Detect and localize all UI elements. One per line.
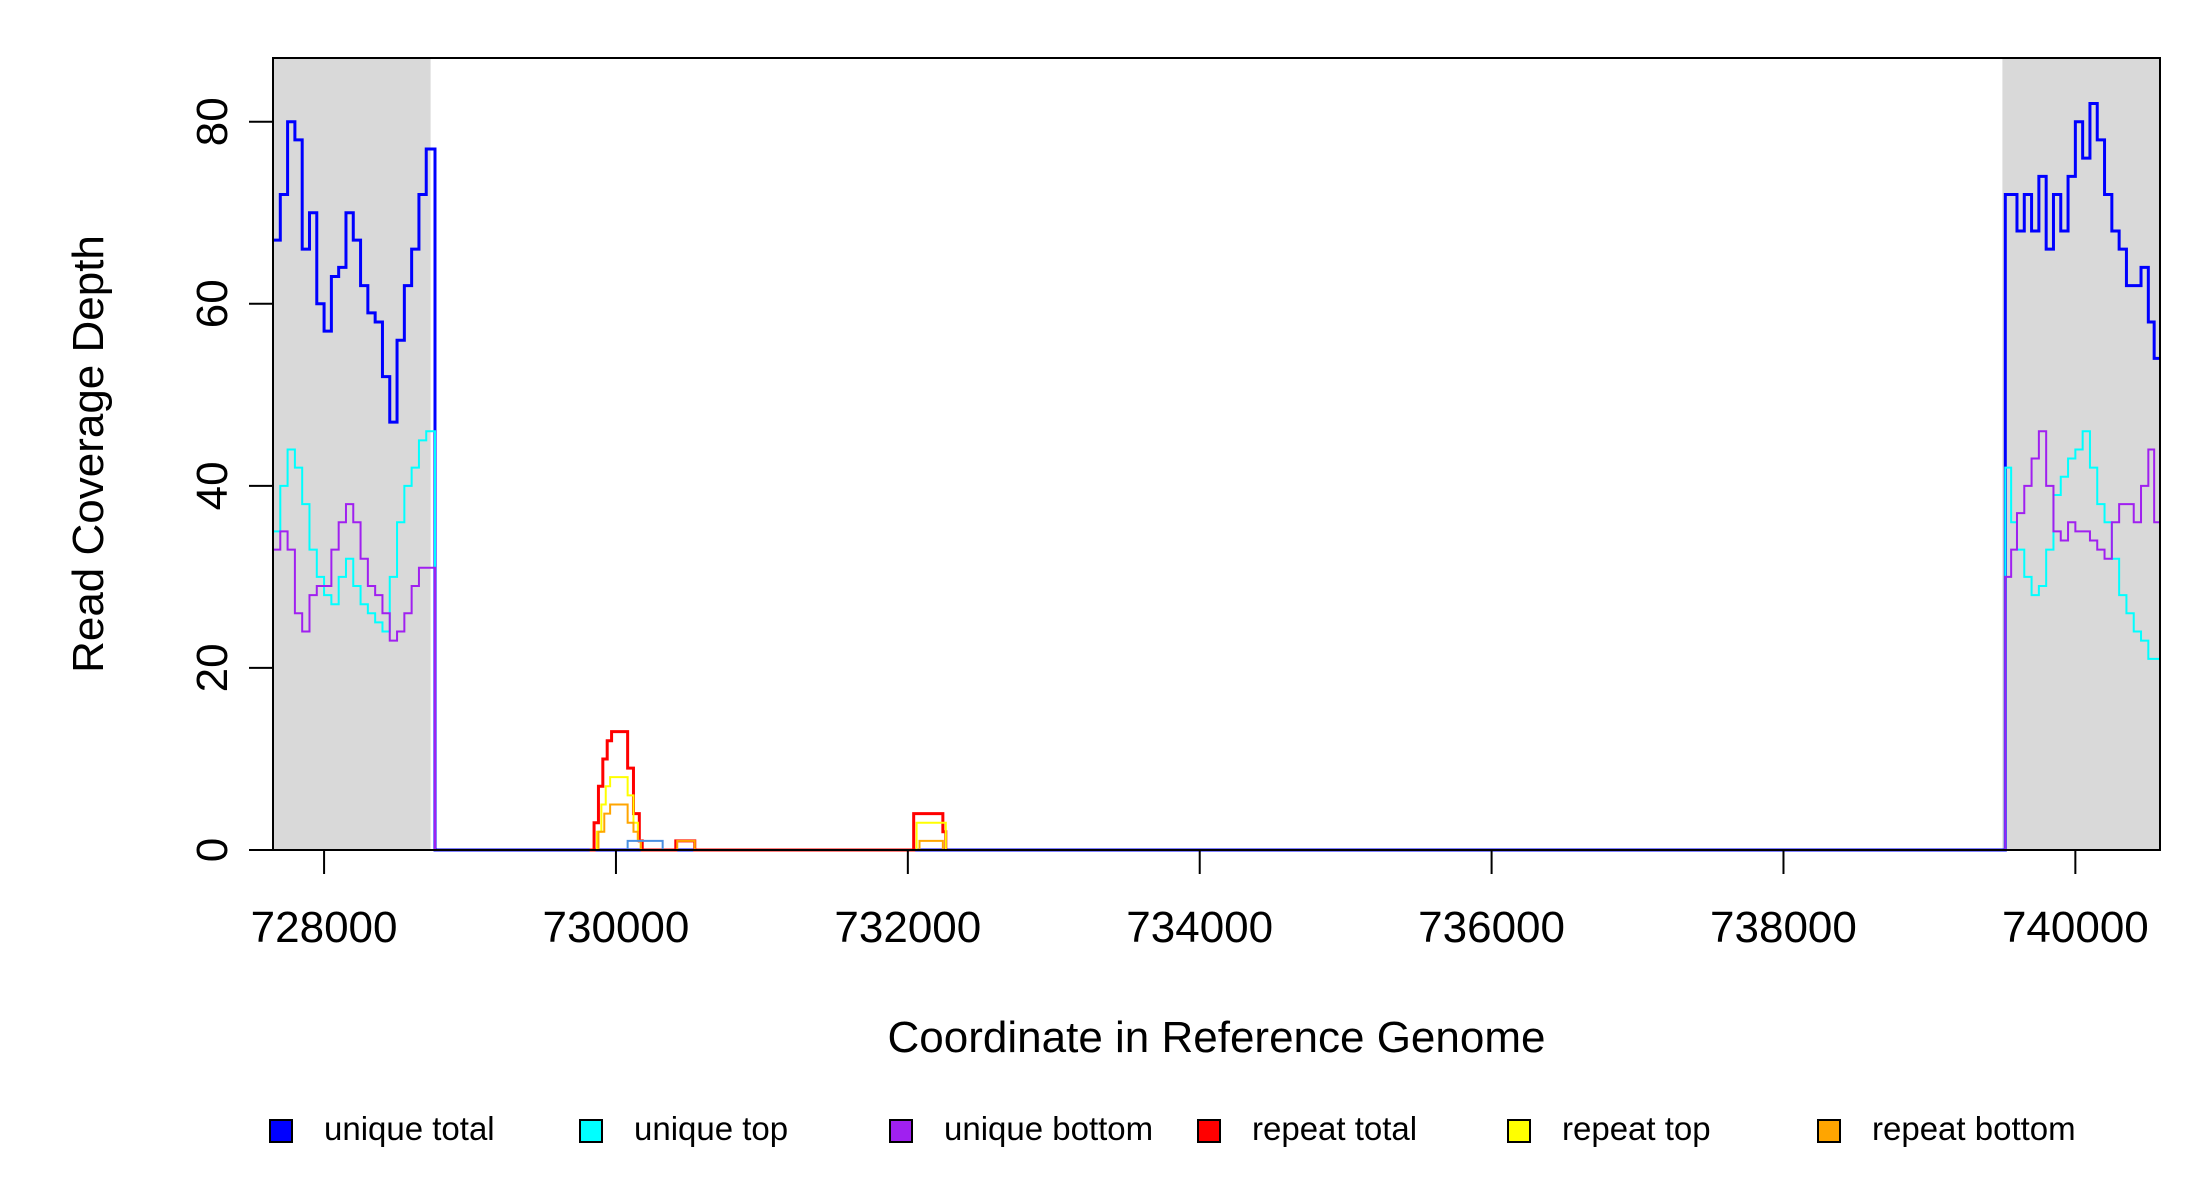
series-layer xyxy=(273,102,2160,852)
x-tick-label: 740000 xyxy=(2002,903,2149,952)
series-line-repeat-total xyxy=(589,730,948,852)
x-tick-label: 728000 xyxy=(251,903,398,952)
legend-swatch xyxy=(889,1119,913,1143)
shaded-region-1 xyxy=(2002,58,2160,850)
legend-label: unique top xyxy=(634,1110,788,1147)
legend-label: unique total xyxy=(324,1110,495,1147)
legend-swatch xyxy=(269,1119,293,1143)
x-tick-label: 732000 xyxy=(834,903,981,952)
series-line-repeat-top xyxy=(592,776,947,851)
x-tick-label: 738000 xyxy=(1710,903,1857,952)
legend-swatch xyxy=(1817,1119,1841,1143)
y-tick-label: 20 xyxy=(188,643,237,692)
x-tick-label: 734000 xyxy=(1126,903,1273,952)
y-axis-title: Read Coverage Depth xyxy=(64,235,113,673)
series-line-unique-top xyxy=(273,430,2160,851)
legend-label: repeat bottom xyxy=(1872,1110,2076,1147)
x-axis: 728000 730000 732000 734000 736000 738000 7400… xyxy=(251,850,2149,952)
shaded-regions xyxy=(273,58,2160,850)
y-tick-label: 80 xyxy=(188,97,237,146)
legend-swatch xyxy=(1197,1119,1221,1143)
series-line-unique-bottom xyxy=(273,430,2160,851)
legend: unique total unique top unique bottom repea… xyxy=(269,1110,2076,1147)
y-tick-label: 60 xyxy=(188,279,237,328)
x-axis-title: Coordinate in Reference Genome xyxy=(888,1013,1546,1062)
y-tick-label: 40 xyxy=(188,461,237,510)
x-tick-label: 730000 xyxy=(543,903,690,952)
series-line-repeat-bottom xyxy=(594,803,944,851)
series-line-unique-total xyxy=(273,102,2160,852)
legend-label: unique bottom xyxy=(944,1110,1153,1147)
legend-swatch xyxy=(1507,1119,1531,1143)
x-tick-label: 736000 xyxy=(1418,903,1565,952)
shaded-region-0 xyxy=(273,58,431,850)
plot-frame xyxy=(272,57,2161,851)
legend-swatch xyxy=(579,1119,603,1143)
legend-label: repeat top xyxy=(1562,1110,1711,1147)
legend-label: repeat total xyxy=(1252,1110,1417,1147)
y-axis: 0 20 40 60 80 xyxy=(188,97,273,862)
y-tick-label: 0 xyxy=(188,838,237,862)
